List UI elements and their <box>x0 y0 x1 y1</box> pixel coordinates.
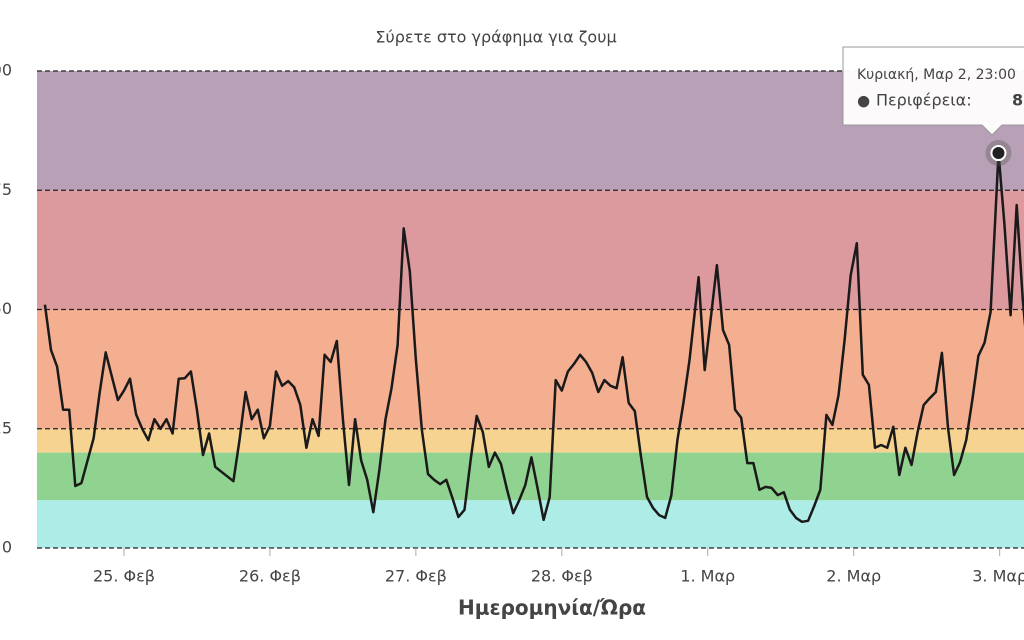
y-tick-label: 25 <box>0 418 12 437</box>
tooltip-value: 83 <box>1012 91 1024 110</box>
y-tick-label: 50 <box>0 299 12 318</box>
band <box>37 428 1024 453</box>
band <box>37 309 1024 429</box>
tooltip-label: Περιφέρεια: <box>876 91 972 110</box>
tooltip-header: Κυριακή, Μαρ 2, 23:00 <box>857 67 1016 83</box>
data-line <box>43 151 1024 524</box>
hover-point <box>990 145 1007 162</box>
x-tick-label: 26. Φεβ <box>239 567 301 586</box>
x-tick-label: 1. Μαρ <box>680 567 735 586</box>
chart-title: Σύρετε στο γράφημα για ζουμ <box>375 28 616 47</box>
x-tick-label: 2. Μαρ <box>826 567 881 586</box>
x-tick-label: 27. Φεβ <box>385 567 447 586</box>
band <box>37 500 1024 548</box>
x-tick-label: 28. Φεβ <box>531 567 593 586</box>
tooltip-bullet: ● <box>857 92 870 110</box>
y-tick-label: 75 <box>0 180 12 199</box>
x-axis-label: Ημερομηνία/Ώρα <box>458 596 646 620</box>
y-tick-label: 100 <box>0 61 12 80</box>
tooltip-box <box>842 46 1024 136</box>
y-tick-label: 0 <box>2 538 12 557</box>
band <box>37 190 1024 310</box>
tooltip: Κυριακή, Μαρ 2, 23:00 ● Περιφέρεια: 83 <box>842 46 1024 136</box>
x-tick-label: 25. Φεβ <box>93 567 155 586</box>
x-tick-label: 3. Μαρ <box>972 567 1024 586</box>
